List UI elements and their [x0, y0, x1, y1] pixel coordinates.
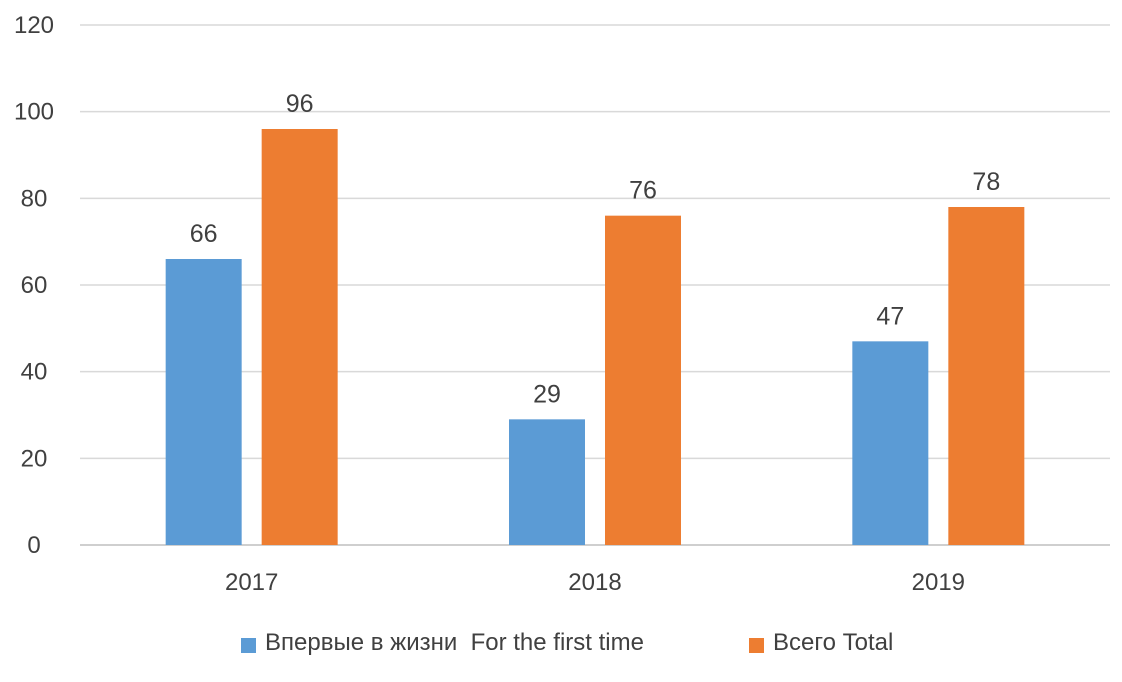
data-label: 47	[876, 302, 904, 330]
bar-total-2017	[261, 129, 338, 545]
bar-first-time-2018	[509, 419, 585, 545]
y-tick-label: 60	[21, 272, 48, 299]
y-axis-ticks: 0 20 40 60 80 100 120	[14, 12, 54, 559]
y-tick-label: 40	[21, 359, 48, 386]
bar-total-2019	[948, 207, 1025, 545]
y-tick-label: 80	[21, 185, 48, 212]
data-label: 78	[972, 168, 1000, 196]
bar-first-time-2019	[852, 341, 929, 545]
x-axis-ticks: 2017 2018 2019	[225, 569, 965, 596]
legend-label: Всего Total	[773, 629, 893, 656]
x-tick-label: 2019	[912, 569, 965, 596]
legend-swatch	[749, 638, 764, 653]
legend: Впервые в жизни For the first time Всего …	[241, 629, 893, 656]
y-tick-label: 20	[21, 445, 48, 472]
data-label: 96	[286, 90, 314, 118]
data-label: 29	[533, 380, 561, 408]
legend-label: Впервые в жизни For the first time	[265, 629, 644, 656]
bars	[165, 129, 1025, 545]
x-tick-label: 2017	[225, 569, 278, 596]
y-tick-label: 120	[14, 12, 54, 39]
gridlines	[80, 24, 1110, 546]
legend-swatch	[241, 638, 256, 653]
y-tick-label: 100	[14, 99, 54, 126]
data-labels: 66 96 29 76 47 78	[190, 90, 1000, 408]
data-label: 76	[629, 177, 657, 205]
bar-first-time-2017	[165, 259, 242, 545]
bar-total-2018	[605, 215, 681, 545]
data-label: 66	[190, 220, 218, 248]
x-tick-label: 2018	[568, 569, 621, 596]
y-tick-label: 0	[27, 532, 40, 559]
